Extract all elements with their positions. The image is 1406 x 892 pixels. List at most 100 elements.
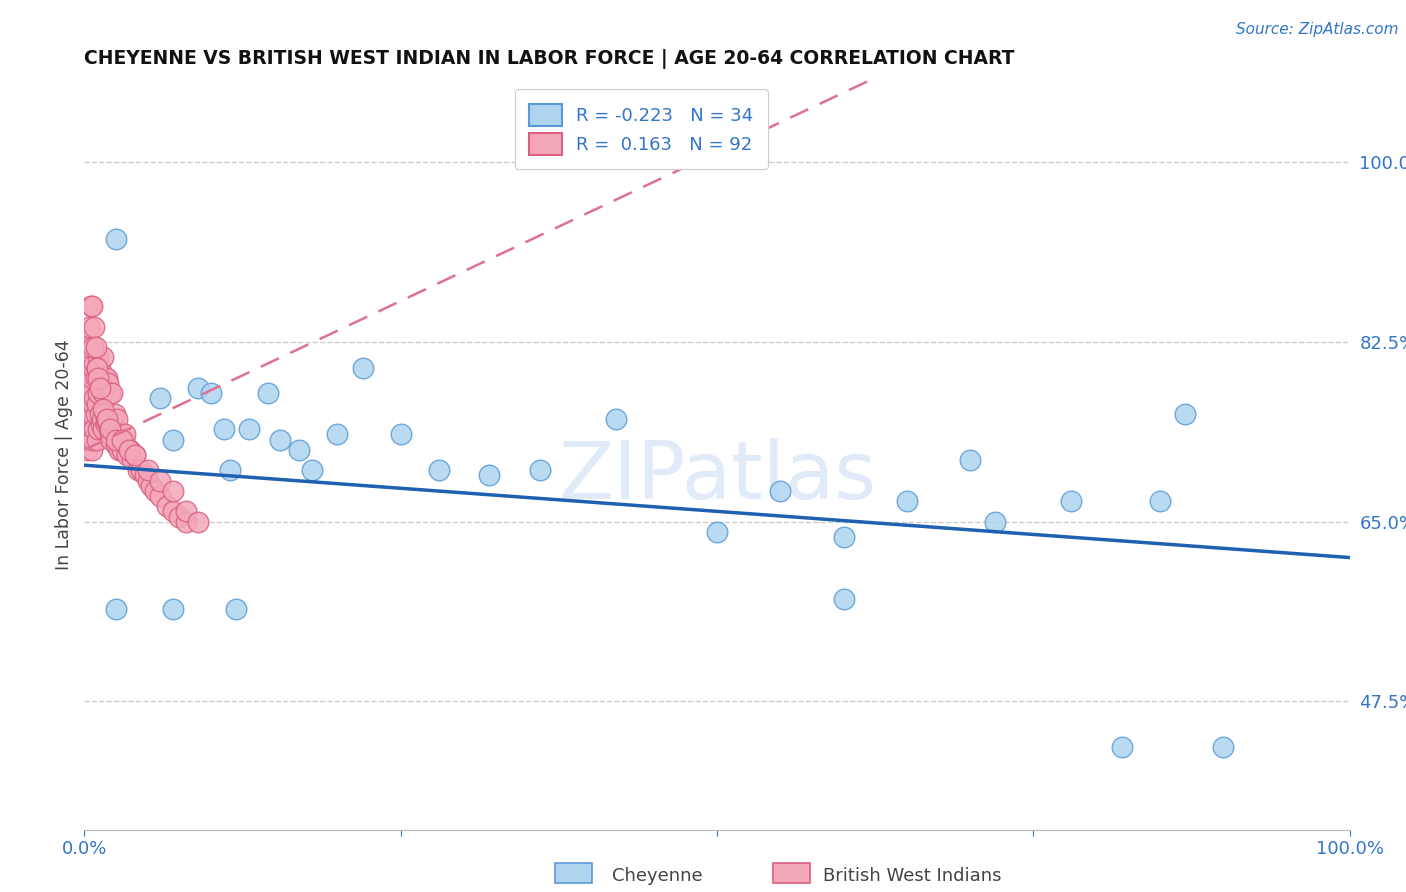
Point	[225, 602, 247, 616]
Point	[86, 360, 108, 375]
Point	[118, 442, 141, 457]
Point	[529, 463, 551, 477]
Point	[127, 463, 149, 477]
Point	[101, 386, 124, 401]
Point	[984, 515, 1007, 529]
Point	[129, 463, 153, 477]
Point	[93, 386, 115, 401]
Point	[1111, 740, 1133, 755]
Point	[124, 448, 146, 462]
Point	[79, 366, 103, 380]
Point	[769, 483, 792, 498]
Point	[162, 504, 184, 518]
Point	[706, 524, 728, 539]
Point	[121, 453, 143, 467]
Point	[82, 360, 104, 375]
Point	[112, 433, 135, 447]
Point	[143, 483, 166, 498]
Text: Source: ZipAtlas.com: Source: ZipAtlas.com	[1236, 22, 1399, 37]
Point	[96, 412, 118, 426]
Point	[84, 371, 107, 385]
Point	[83, 392, 105, 406]
Point	[93, 351, 115, 365]
Point	[87, 422, 110, 436]
Point	[174, 515, 197, 529]
Point	[959, 453, 981, 467]
Point	[90, 376, 112, 390]
Point	[89, 360, 111, 375]
Point	[478, 468, 501, 483]
Text: British West Indians: British West Indians	[823, 867, 1001, 885]
Point	[162, 433, 184, 447]
Point	[84, 407, 107, 421]
Point	[96, 412, 118, 426]
Point	[96, 371, 118, 385]
Point	[114, 427, 136, 442]
Point	[219, 463, 242, 477]
Point	[162, 602, 184, 616]
Point	[301, 463, 323, 477]
Point	[105, 602, 127, 616]
Point	[79, 319, 101, 334]
Point	[76, 386, 98, 401]
Point	[93, 371, 115, 385]
Point	[108, 427, 131, 442]
Point	[83, 355, 105, 369]
Point	[94, 417, 117, 431]
Point	[238, 422, 260, 436]
Point	[1149, 494, 1171, 508]
Point	[149, 489, 172, 503]
Point	[93, 422, 115, 436]
Point	[77, 371, 100, 385]
Point	[134, 468, 156, 483]
Point	[97, 417, 120, 431]
Point	[105, 433, 127, 447]
Point	[162, 483, 184, 498]
Point	[101, 422, 124, 436]
Point	[94, 376, 117, 390]
Point	[107, 442, 129, 457]
Point	[257, 386, 280, 401]
Point	[82, 396, 104, 410]
Point	[105, 437, 127, 451]
Point	[605, 412, 627, 426]
Point	[93, 407, 115, 421]
Point	[200, 386, 222, 401]
Point	[111, 442, 134, 457]
Point	[117, 448, 139, 462]
Point	[136, 463, 159, 477]
Point	[187, 381, 209, 395]
Point	[93, 401, 115, 416]
Point	[118, 442, 141, 457]
Legend: R = -0.223   N = 34, R =  0.163   N = 92: R = -0.223 N = 34, R = 0.163 N = 92	[515, 89, 768, 169]
Point	[141, 479, 163, 493]
Point	[80, 299, 103, 313]
Point	[86, 360, 108, 375]
Point	[104, 407, 127, 421]
Point	[83, 422, 105, 436]
Point	[124, 448, 146, 462]
Point	[1174, 407, 1197, 421]
Point	[79, 381, 101, 395]
Point	[87, 351, 110, 365]
Point	[103, 417, 125, 431]
Point	[149, 474, 172, 488]
Point	[90, 417, 112, 431]
Point	[89, 407, 111, 421]
Point	[1060, 494, 1083, 508]
Point	[80, 407, 103, 421]
Point	[352, 360, 374, 375]
Point	[80, 442, 103, 457]
Point	[212, 422, 235, 436]
Point	[79, 433, 103, 447]
Point	[136, 474, 159, 488]
Text: Cheyenne: Cheyenne	[612, 867, 702, 885]
Point	[84, 340, 107, 354]
Point	[98, 427, 121, 442]
Point	[79, 407, 101, 421]
Point	[149, 392, 172, 406]
Point	[427, 463, 450, 477]
Point	[77, 422, 100, 436]
Point	[832, 530, 855, 544]
Point	[83, 319, 105, 334]
